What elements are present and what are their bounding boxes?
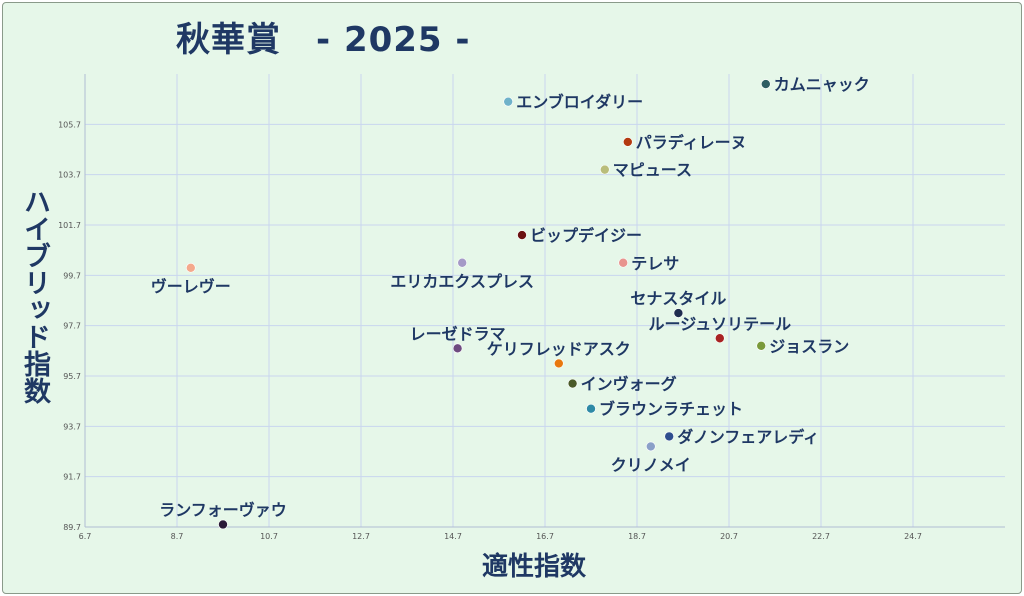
point-label: ランフォーヴァウ <box>159 500 287 519</box>
point-label: パラディレーヌ <box>636 133 747 152</box>
point-label: エリカエクスプレス <box>390 272 534 291</box>
x-tick-label: 20.7 <box>720 532 738 541</box>
data-point <box>567 378 578 389</box>
x-tick-label: 22.7 <box>812 532 830 541</box>
point-label: セナスタイル <box>630 289 726 308</box>
x-tick-label: 14.7 <box>444 532 462 541</box>
data-point <box>599 164 610 175</box>
point-label: ビップデイジー <box>530 226 642 245</box>
data-point <box>673 308 684 318</box>
point-label: マピュース <box>613 161 692 180</box>
point-label: インヴォーグ <box>581 375 677 394</box>
point-label: ヴーレヴー <box>151 277 231 296</box>
data-point <box>452 343 463 354</box>
data-point <box>503 96 514 107</box>
x-axis-label: 適性指数 <box>482 552 587 582</box>
point-label: ブラウンラチェット <box>599 400 743 419</box>
x-tick-label: 18.7 <box>628 532 646 541</box>
data-point <box>664 431 675 442</box>
x-tick-label: 10.7 <box>260 532 278 541</box>
x-tick-label: 12.7 <box>352 532 370 541</box>
point-label: ダノンフェアレディ <box>677 427 819 446</box>
point-label: レーゼドラマ <box>410 324 506 343</box>
data-point <box>586 403 596 414</box>
point-label: ルージュソリテール <box>649 314 792 333</box>
point-label: ケリフレッドアスク <box>487 339 631 358</box>
y-tick-label: 97.7 <box>63 322 81 331</box>
point-label: カムニャック <box>774 75 870 94</box>
y-tick-label: 89.7 <box>63 523 81 532</box>
data-point <box>714 333 725 344</box>
x-tick-label: 16.7 <box>536 532 554 541</box>
data-point <box>618 257 629 268</box>
x-tick-label: 8.7 <box>171 532 184 541</box>
data-point <box>756 340 767 351</box>
y-tick-label: 101.7 <box>58 221 81 230</box>
data-point <box>218 519 228 530</box>
data-point <box>517 230 527 240</box>
point-label: テレサ <box>631 254 679 273</box>
data-point <box>760 79 771 89</box>
point-label: エンブロイダリー <box>516 93 643 112</box>
x-tick-label: 24.7 <box>904 532 922 541</box>
data-point <box>553 358 564 369</box>
y-axis-label: ハイブリッド指数 <box>19 188 50 404</box>
y-tick-label: 103.7 <box>58 171 81 180</box>
point-label: ジョスラン <box>769 337 849 356</box>
data-point <box>457 257 468 268</box>
chart-title: 秋華賞 - 2025 - <box>176 20 471 60</box>
y-tick-label: 91.7 <box>63 473 81 482</box>
y-tick-label: 95.7 <box>63 372 81 381</box>
data-point <box>622 137 633 147</box>
data-point <box>645 441 656 452</box>
y-tick-label: 93.7 <box>63 422 81 431</box>
y-tick-label: 105.7 <box>58 120 81 129</box>
data-point <box>186 262 196 273</box>
y-tick-label: 99.7 <box>63 271 81 280</box>
x-tick-label: 6.7 <box>79 532 92 541</box>
point-label: クリノメイ <box>611 455 691 474</box>
